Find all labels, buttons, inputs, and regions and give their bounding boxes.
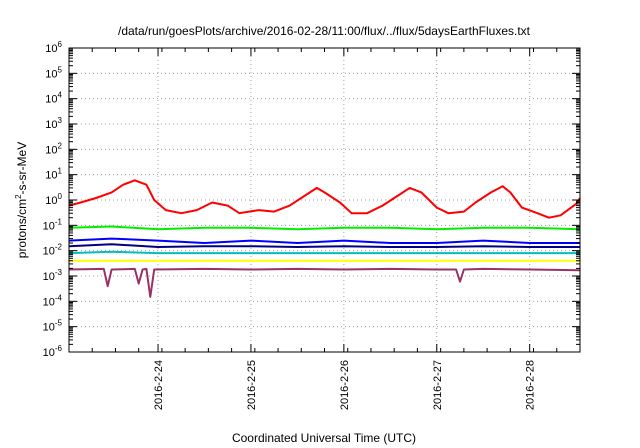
y-tick-label: 10-3 (43, 268, 63, 283)
series-line (68, 237, 580, 244)
grid (69, 48, 580, 352)
y-tick-label: 103 (45, 116, 62, 131)
x-tick-label: 2016-2-25 (246, 360, 258, 410)
y-tick-label: 104 (45, 91, 62, 106)
y-tick-label: 10-6 (43, 344, 63, 359)
y-tick-labels: 10-6 10-5 10-4 10-3 10-2 10-1 100 101 102 103 104 1… (43, 40, 63, 359)
series-layer (68, 179, 581, 298)
series-line (68, 225, 581, 231)
ticks (68, 47, 581, 353)
series-line (68, 243, 580, 248)
x-tick-label: 2016-2-27 (432, 360, 444, 410)
y-tick-label: 105 (45, 65, 62, 80)
y-tick-label: 102 (45, 141, 62, 156)
y-tick-label: 10-4 (43, 293, 63, 308)
x-tick-labels: 2016-2-24 2016-2-25 2016-2-26 2016-2-27 2016… (153, 360, 537, 410)
y-tick-label: 106 (45, 40, 62, 55)
x-tick-label: 2016-2-24 (153, 360, 165, 410)
x-tick-label: 2016-2-26 (339, 360, 351, 410)
series-line (68, 179, 581, 219)
y-axis-label: protons/cm2-s-sr-MeV (14, 142, 29, 258)
y-tick-label: 10-2 (43, 243, 63, 258)
y-tick-label: 101 (45, 167, 62, 182)
x-axis-label: Coordinated Universal Time (UTC) (232, 431, 416, 445)
y-tick-label: 10-5 (43, 319, 63, 334)
series-line (68, 250, 580, 255)
y-tick-label: 100 (45, 192, 62, 207)
chart-title: /data/run/goesPlots/archive/2016-02-28/1… (118, 24, 531, 38)
x-tick-label: 2016-2-28 (525, 360, 537, 410)
y-tick-label: 10-1 (43, 217, 63, 232)
series-line (68, 267, 581, 298)
